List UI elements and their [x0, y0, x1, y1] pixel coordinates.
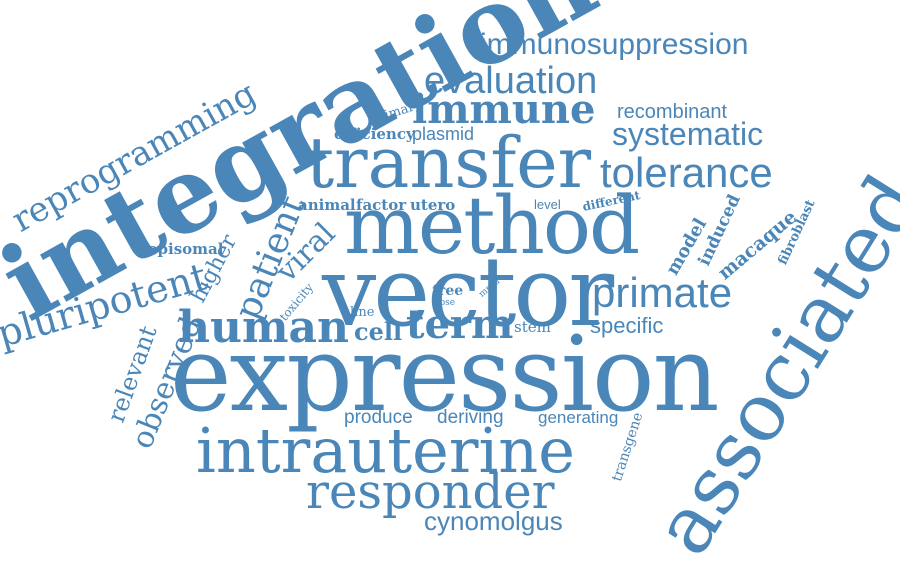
word-animal: animal [298, 196, 356, 214]
word-plasmid: plasmid [412, 124, 475, 144]
word-primate: primate [592, 269, 733, 316]
word-deriving: deriving [437, 407, 504, 428]
word-transfer: transfer [306, 122, 592, 204]
word-method: method [344, 179, 640, 272]
word-vector: vector [322, 236, 614, 348]
word-efficiency: efficiency [334, 125, 415, 143]
word-free: free [432, 283, 464, 299]
word-intrauterine: intrauterine [196, 414, 575, 487]
word-cell: cell [354, 317, 403, 346]
word-recombinant: recombinant [617, 101, 728, 123]
word-line: line [350, 305, 375, 320]
word-systematic: systematic [612, 116, 764, 152]
word-human: human [178, 302, 350, 353]
word-utero: utero [410, 196, 456, 214]
word-generating: generating [538, 408, 619, 427]
word-produce: produce [344, 407, 413, 428]
word-evaluation: evaluation [424, 60, 598, 102]
word-term: term [406, 301, 514, 348]
word-factor: factor [356, 196, 407, 214]
word-responder: responder [306, 464, 555, 520]
word-expression: expression [170, 313, 720, 435]
word-cynomolgus: cynomolgus [424, 506, 563, 536]
word-level: level [534, 197, 561, 212]
word-specific: specific [590, 313, 664, 338]
word-episomal: episomal [148, 240, 224, 258]
word-immune: immune [412, 86, 596, 133]
word-dose: dose [434, 298, 456, 308]
word-tolerance: tolerance [600, 149, 773, 196]
word-stem: stem [514, 318, 551, 336]
word-immunosuppression: immunosuppression [480, 28, 749, 61]
